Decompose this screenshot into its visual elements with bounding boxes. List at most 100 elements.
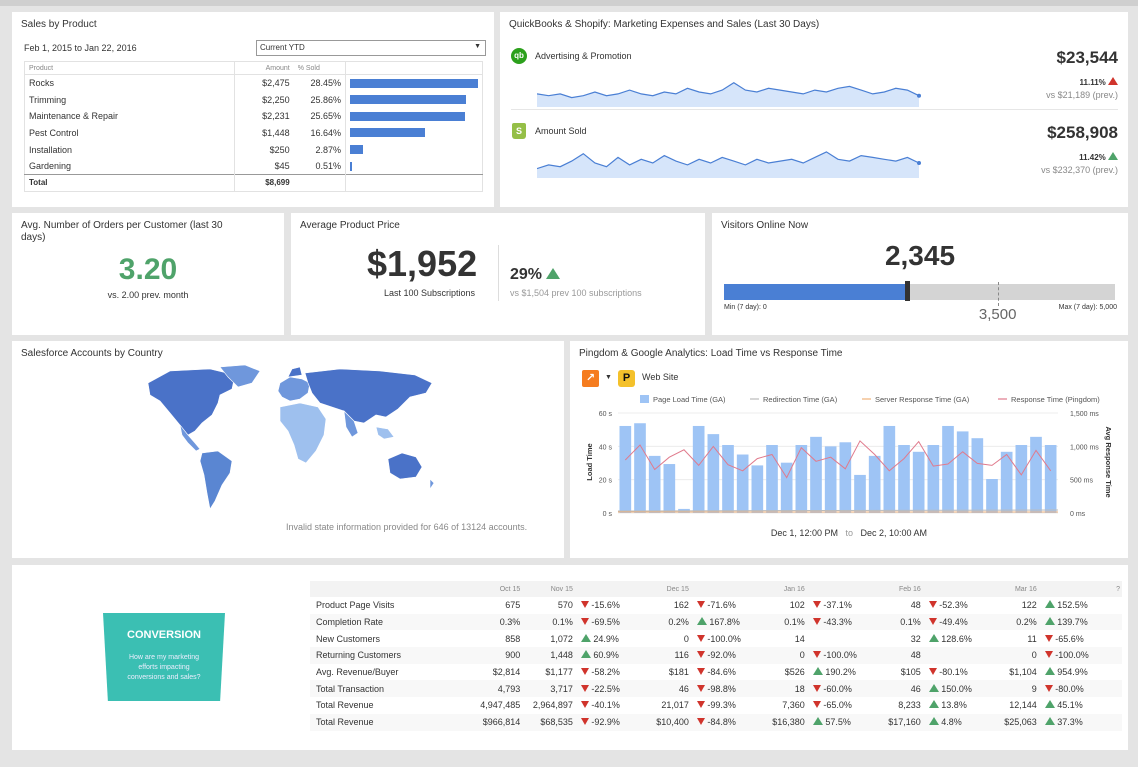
change-value: -65.0% (823, 700, 852, 711)
advertising-row: qb Advertising & Promotion $23,544 11.11… (511, 48, 1118, 108)
arrow-up-icon (928, 633, 939, 642)
chevron-down-icon[interactable]: ▼ (605, 374, 612, 381)
change-cell: 152.5% (1039, 597, 1107, 614)
sparkline-end-point (917, 161, 921, 165)
arrow-up-icon (928, 683, 939, 692)
change-cell: -100.0% (1038, 647, 1107, 664)
date-range: Dec 1, 12:00 PM to Dec 2, 10:00 AM (570, 528, 1128, 538)
change-cell: -92.9% (574, 713, 643, 731)
load-time-bar (971, 438, 984, 513)
change-value: 11.42% (1079, 153, 1106, 162)
gauge-fill (724, 284, 908, 300)
table-row: Total Transaction 4,793 3,717 -22.5% 46 -98… (310, 680, 1122, 698)
kpi-subtitle: Last 100 Subscriptions (384, 288, 476, 298)
load-time-bar (722, 445, 734, 513)
change-value: 139.7% (1057, 617, 1088, 628)
conversion-table: Oct 15 Nov 15 Dec 15 Jan 16 Feb 16 Mar 16? Pr… (310, 581, 1122, 731)
period-select[interactable]: Current YTD ▼ (256, 40, 486, 56)
visitors-panel: Visitors Online Now 2,345 Min (7 day): 0… (712, 213, 1128, 335)
metric-value: $23,544 (1056, 48, 1118, 67)
metric-value: 46 (642, 680, 691, 698)
change-cell: 57.5% (806, 713, 875, 731)
share-bar (350, 145, 363, 155)
arrow-up-icon (1044, 600, 1055, 609)
change-cell: 190.2% (807, 664, 875, 681)
metric-value: 18 (758, 680, 807, 698)
product-amount: $2,475 (262, 78, 290, 89)
metric-value: 0.1% (526, 613, 575, 631)
metric-value: $10,400 (642, 713, 691, 731)
metric-value: $68,535 (526, 713, 575, 731)
arrow-down-icon (696, 668, 705, 676)
month-header: Jan 16 (758, 581, 807, 597)
metric-value: 0 (990, 647, 1039, 664)
metric-label: Avg. Revenue/Buyer (316, 667, 399, 678)
change-value: 45.1% (1057, 700, 1083, 711)
metric-label: Product Page Visits (316, 600, 395, 611)
load-time-bar (751, 465, 764, 513)
arrow-up-icon (546, 268, 561, 279)
metric-value: 46 (874, 680, 923, 698)
help-icon[interactable]: ? (1106, 581, 1122, 597)
table-row: Trimming $2,250 25.86% (24, 91, 483, 108)
load-time-bar (736, 454, 749, 513)
arrow-down-icon (580, 701, 589, 709)
metric-value: 7,360 (782, 700, 805, 711)
y2-tick-label: 1,000 ms (1070, 444, 1099, 451)
sales-by-product-panel: Sales by Product Feb 1, 2015 to Jan 22, … (12, 12, 494, 207)
arrow-down-icon (580, 684, 589, 692)
arrow-down-icon (696, 634, 705, 642)
total-row: Total $8,699 (24, 174, 483, 192)
share-bar (350, 161, 353, 171)
load-time-bar (854, 474, 866, 513)
product-name: Rocks (24, 74, 235, 92)
change-value: 190.2% (825, 667, 856, 678)
metric-value: 48 (910, 600, 921, 611)
share-bar (350, 111, 466, 121)
y2-tick-label: 500 ms (1070, 478, 1093, 485)
change-cell: -100.0% (806, 647, 875, 664)
change-cell: 128.6% (923, 630, 991, 647)
arrow-up-icon (928, 700, 939, 709)
change-indicator: 29% (510, 266, 561, 284)
panel-title: Avg. Number of Orders per Customer (last… (21, 220, 223, 243)
date-to-word: to (845, 528, 853, 538)
arrow-down-icon (812, 651, 821, 659)
arrow-up-icon (812, 667, 823, 676)
metric-value: 1,448 (526, 647, 575, 664)
load-time-chart: Page Load Time (GA) Redirection Time (GA)… (585, 395, 1113, 518)
metric-value: 14 (794, 633, 805, 644)
metric-label: Amount Sold (535, 126, 587, 136)
change-value: -49.4% (939, 617, 968, 628)
load-time-bar (648, 455, 661, 513)
arrow-down-icon (580, 601, 589, 609)
metric-value: 48 (874, 647, 923, 664)
y-tick-label: 20 s (599, 478, 613, 485)
metric-value: $526 (784, 667, 805, 678)
metric-label: New Customers (316, 633, 381, 644)
product-pct: 16.64% (293, 124, 346, 142)
load-time-bar (766, 445, 778, 513)
metric-value: 0.1% (758, 613, 807, 631)
arrow-up-icon (1044, 667, 1055, 676)
load-time-bar (1015, 445, 1028, 513)
change-cell: -80.1% (923, 664, 991, 681)
product-pct: 2.87% (293, 141, 346, 158)
load-time-bar (634, 423, 646, 513)
panel-title: Pingdom & Google Analytics: Load Time vs… (579, 348, 843, 359)
gauge-target (997, 282, 999, 306)
change-cell: -69.5% (574, 613, 643, 631)
y2-axis-label: Avg Response Time (1104, 426, 1113, 497)
metric-value: $25,063 (990, 713, 1039, 731)
change-value: -52.3% (939, 600, 968, 611)
kpi-subtitle: vs. 2.00 prev. month (107, 290, 189, 300)
change-cell: -100.0% (691, 630, 759, 647)
table-row: Total Revenue 4,947,485 2,964,897 -40.1% 21… (310, 697, 1122, 714)
y2-tick-label: 0 ms (1070, 511, 1086, 518)
load-time-bar (942, 425, 954, 513)
month-header: Oct 15 (474, 581, 523, 597)
change-value: -92.9% (591, 717, 620, 728)
panel-title: Sales by Product (21, 19, 97, 30)
y-tick-label: 40 s (599, 444, 613, 451)
product-name: Trimming (24, 91, 235, 108)
